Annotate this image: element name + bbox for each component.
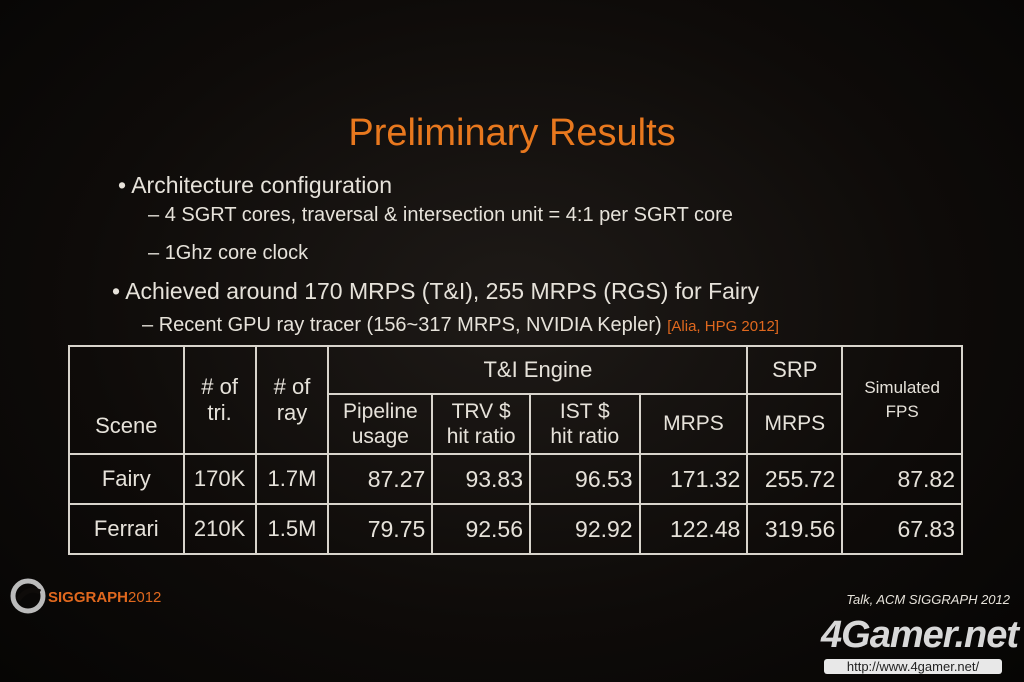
header-cell: Pipeline usage (327, 393, 434, 455)
sub-bullet-text: 1Ghz core clock (164, 242, 309, 264)
siggraph-logo-icon (10, 578, 46, 614)
bullet-text: Architecture configuration (131, 172, 392, 198)
table-cell: 1.7M (254, 453, 330, 505)
header-line: MRPS (764, 412, 826, 436)
header-line: # of (273, 374, 311, 399)
watermark-brand: 4Gamer.net (821, 614, 1019, 656)
watermark-url: http://www.4gamer.net/ (824, 659, 1002, 674)
logo-text: SIGGRAPH (48, 589, 129, 606)
bullet: • Achieved around 170 MRPS (T&I), 255 MR… (112, 278, 760, 304)
table-cell: 87.27 (327, 453, 434, 505)
header-cell: SRP (746, 345, 844, 395)
header-line: hit ratio (550, 425, 620, 448)
slide-title: Preliminary Results (348, 112, 676, 154)
header-line: FPS (885, 402, 919, 421)
table-cell: 1.5M (254, 503, 330, 555)
header-line: # of (201, 374, 238, 399)
table-row: Ferrari 210K 1.5M 79.75 92.56 92.92 122.48 319.… (68, 503, 963, 555)
sub-bullet-text: Recent GPU ray tracer (156~317 MRPS, NVI… (158, 314, 662, 336)
header-cell: Scene (68, 345, 185, 455)
table-cell: 87.82 (841, 453, 963, 505)
header-cell: MRPS (746, 393, 844, 455)
header-cell: # of ray (254, 345, 330, 455)
table-cell: 171.32 (638, 453, 749, 505)
table-cell: 93.83 (431, 453, 531, 505)
header-cell: # of tri. (182, 345, 257, 455)
table-cell: Ferrari (68, 503, 185, 555)
header-cell: MRPS (638, 393, 749, 455)
table-cell: 319.56 (746, 503, 844, 555)
header-cell: IST $ hit ratio (529, 393, 641, 455)
header-line: TRV $ (451, 399, 511, 423)
table-cell: Fairy (68, 453, 185, 505)
sub-bullet: – Recent GPU ray tracer (156~317 MRPS, N… (142, 314, 779, 336)
talk-credit: Talk, ACM SIGGRAPH 2012 (846, 592, 1010, 607)
table-row: Fairy 170K 1.7M 87.27 93.83 96.53 171.32 255.72… (68, 453, 963, 505)
citation: [Alia, HPG 2012] (667, 318, 779, 335)
header-line: Simulated (864, 378, 940, 398)
header-line: hit ratio (446, 425, 516, 448)
table-cell: 92.56 (431, 503, 531, 555)
results-table: Scene # of tri. # of ray T&I Engine SRP Si… (68, 345, 963, 555)
header-line: usage (351, 425, 409, 448)
table-cell: 255.72 (746, 453, 844, 505)
sub-bullet: – 1Ghz core clock (148, 242, 309, 264)
siggraph-logo: SIGGRAPH2012 (48, 589, 161, 606)
table-cell: 170K (182, 453, 257, 505)
table-cell: 210K (182, 503, 257, 555)
header-cell: T&I Engine (327, 345, 749, 395)
header-line: MRPS (663, 412, 724, 436)
header-cell: TRV $ hit ratio (431, 393, 531, 455)
bullet-text: Achieved around 170 MRPS (T&I), 255 MRPS… (125, 278, 760, 304)
header-line: IST $ (559, 399, 610, 423)
table-cell: 92.92 (529, 503, 641, 555)
table-cell: 122.48 (638, 503, 749, 555)
sub-bullet: – 4 SGRT cores, traversal & intersection… (148, 204, 733, 226)
header-line: Pipeline (342, 399, 418, 423)
logo-year: 2012 (128, 589, 162, 606)
table-cell: 79.75 (327, 503, 434, 555)
table-cell: 67.83 (841, 503, 963, 555)
bullet: • Architecture configuration (118, 172, 392, 198)
header-cell: Simulated FPS (841, 345, 963, 455)
sub-bullet-text: 4 SGRT cores, traversal & intersection u… (164, 204, 733, 226)
header-line: tri. (207, 400, 232, 425)
header-line: ray (276, 400, 308, 425)
table-cell: 96.53 (529, 453, 641, 505)
